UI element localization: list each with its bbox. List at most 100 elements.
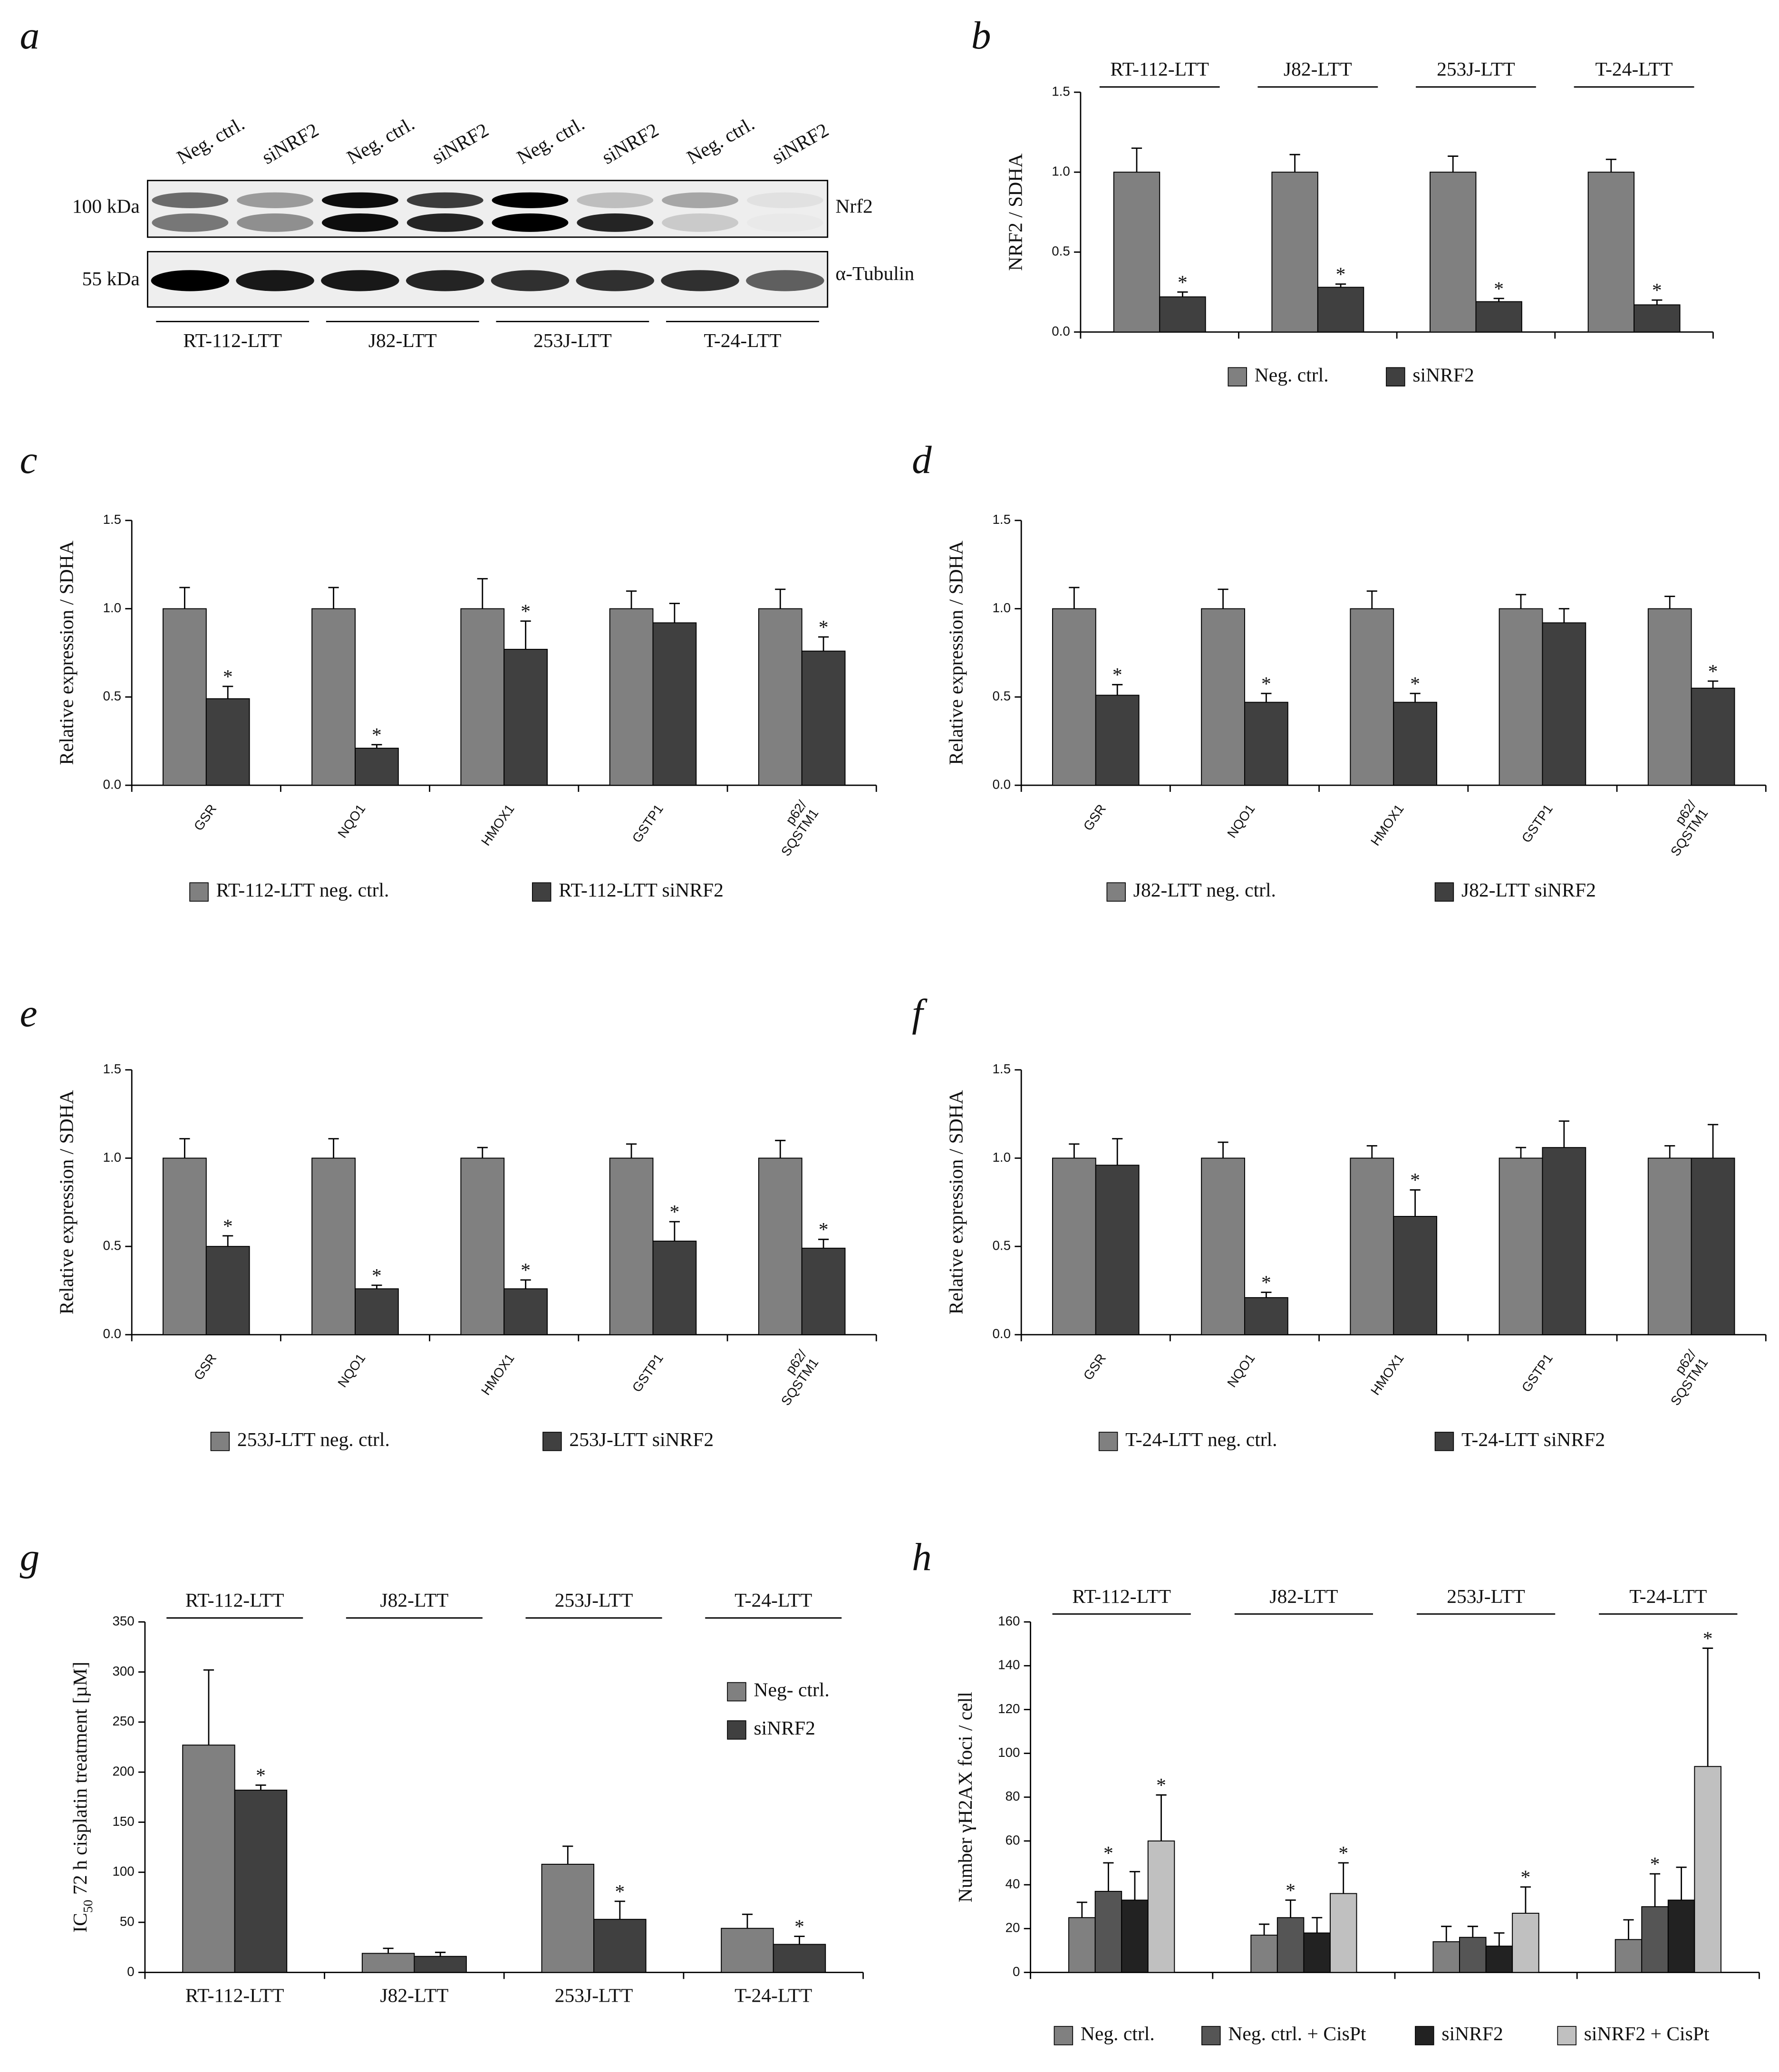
error-bar xyxy=(1649,1873,1661,1907)
error-bar xyxy=(1410,1189,1421,1217)
band xyxy=(321,270,399,291)
bar xyxy=(1512,1913,1539,1973)
error-bar xyxy=(1664,596,1675,609)
bar xyxy=(414,1956,467,1973)
significance-mark: * xyxy=(1261,673,1271,694)
error-bar xyxy=(1261,693,1272,703)
error-bar xyxy=(1605,158,1616,173)
marker-label: 100 kDa xyxy=(72,195,140,217)
y-tick-label: 0.5 xyxy=(992,689,1011,704)
bar xyxy=(1244,1297,1288,1335)
error-bar xyxy=(775,588,786,609)
group-header: RT-112-LTT xyxy=(1110,58,1209,80)
y-tick-label: 140 xyxy=(998,1658,1020,1672)
significance-mark: * xyxy=(1521,1866,1531,1888)
y-tick-label: 80 xyxy=(1006,1789,1020,1803)
legend-label: siNRF2 xyxy=(754,1717,815,1739)
panel-letter: e xyxy=(20,991,38,1035)
group-header: J82-LTT xyxy=(380,1589,448,1611)
y-tick-label: 250 xyxy=(112,1714,134,1728)
group-header: RT-112-LTT xyxy=(1072,1585,1171,1607)
y-tick-label: 0.5 xyxy=(103,689,121,704)
legend-label: RT-112-LTT siNRF2 xyxy=(559,879,724,901)
y-tick-label: 100 xyxy=(112,1864,134,1879)
band xyxy=(577,192,654,208)
y-axis-label-part: 72 h cisplatin treatment [µM] xyxy=(68,1662,90,1900)
x-tick-label: T-24-LTT xyxy=(735,1985,812,2006)
legend-label: T-24-LTT neg. ctrl. xyxy=(1125,1428,1277,1450)
legend-swatch xyxy=(189,882,209,902)
bar xyxy=(355,748,399,786)
bar xyxy=(234,1790,288,1973)
group-label: T-24-LTT xyxy=(704,329,781,351)
legend-label: siNRF2 xyxy=(1441,2023,1503,2044)
significance-mark: * xyxy=(1156,1774,1166,1796)
band xyxy=(321,192,398,208)
error-bar xyxy=(1076,1901,1087,1918)
bar xyxy=(460,608,505,786)
band xyxy=(491,270,570,291)
error-bar xyxy=(520,1279,531,1289)
bar xyxy=(1615,1939,1643,1973)
blot-box xyxy=(147,180,829,238)
error-bar xyxy=(1069,1143,1080,1158)
bar xyxy=(1691,1157,1735,1335)
error-bar xyxy=(1366,1145,1377,1158)
bar xyxy=(311,1157,356,1335)
bar xyxy=(652,622,697,786)
bar xyxy=(311,608,356,786)
error-bar xyxy=(1467,1926,1478,1937)
group-label: J82-LTT xyxy=(368,329,437,351)
y-axis-label: NRF2 / SDHA xyxy=(1004,154,1026,271)
y-tick-label: 1.5 xyxy=(1052,84,1070,98)
error-bar xyxy=(1676,1866,1687,1900)
error-bar xyxy=(255,1784,266,1791)
error-bar xyxy=(1494,1932,1505,1947)
y-tick-label: 1.0 xyxy=(1052,164,1070,178)
band xyxy=(406,213,483,232)
bar xyxy=(1147,1840,1175,1973)
band xyxy=(577,213,654,232)
error-bar xyxy=(1520,1886,1531,1914)
band xyxy=(662,192,739,208)
legend-swatch xyxy=(1228,367,1247,386)
band xyxy=(576,270,655,291)
panel-letter: g xyxy=(20,1535,40,1579)
significance-mark: * xyxy=(669,1201,679,1223)
error-bar xyxy=(371,1284,382,1289)
bar xyxy=(1350,1157,1394,1335)
band xyxy=(492,192,569,208)
significance-mark: * xyxy=(223,1215,233,1237)
error-bar xyxy=(1558,1120,1569,1148)
significance-mark: * xyxy=(1178,271,1188,293)
error-bar xyxy=(179,1138,190,1158)
bar xyxy=(609,608,654,786)
bar xyxy=(1250,1935,1278,1973)
bar xyxy=(162,1157,207,1335)
bar xyxy=(1634,304,1681,333)
bar xyxy=(1350,608,1394,786)
group-header: 253J-LTT xyxy=(1437,58,1515,80)
error-bar xyxy=(1335,283,1346,288)
y-tick-label: 0 xyxy=(127,1964,134,1979)
bar xyxy=(1244,702,1288,786)
y-tick-label: 150 xyxy=(112,1814,134,1829)
y-axis-label: Relative expression / SDHA xyxy=(945,1090,967,1314)
y-axis-label: Relative expression / SDHA xyxy=(56,540,77,765)
band xyxy=(237,213,314,232)
group-header: T-24-LTT xyxy=(1595,58,1673,80)
y-tick-label: 20 xyxy=(1006,1920,1020,1935)
bar xyxy=(1694,1766,1721,1973)
bar xyxy=(503,649,548,786)
error-bar xyxy=(179,587,190,609)
legend-swatch xyxy=(1098,1432,1118,1451)
y-axis-label: Number γH2AX foci / cell xyxy=(954,1692,976,1902)
legend-swatch xyxy=(727,1720,746,1740)
bar xyxy=(1052,1157,1096,1335)
legend-swatch xyxy=(1054,2026,1073,2045)
bar xyxy=(1317,287,1364,333)
band xyxy=(406,270,484,291)
y-tick-label: 0.0 xyxy=(103,777,121,791)
significance-mark: * xyxy=(1410,673,1420,694)
